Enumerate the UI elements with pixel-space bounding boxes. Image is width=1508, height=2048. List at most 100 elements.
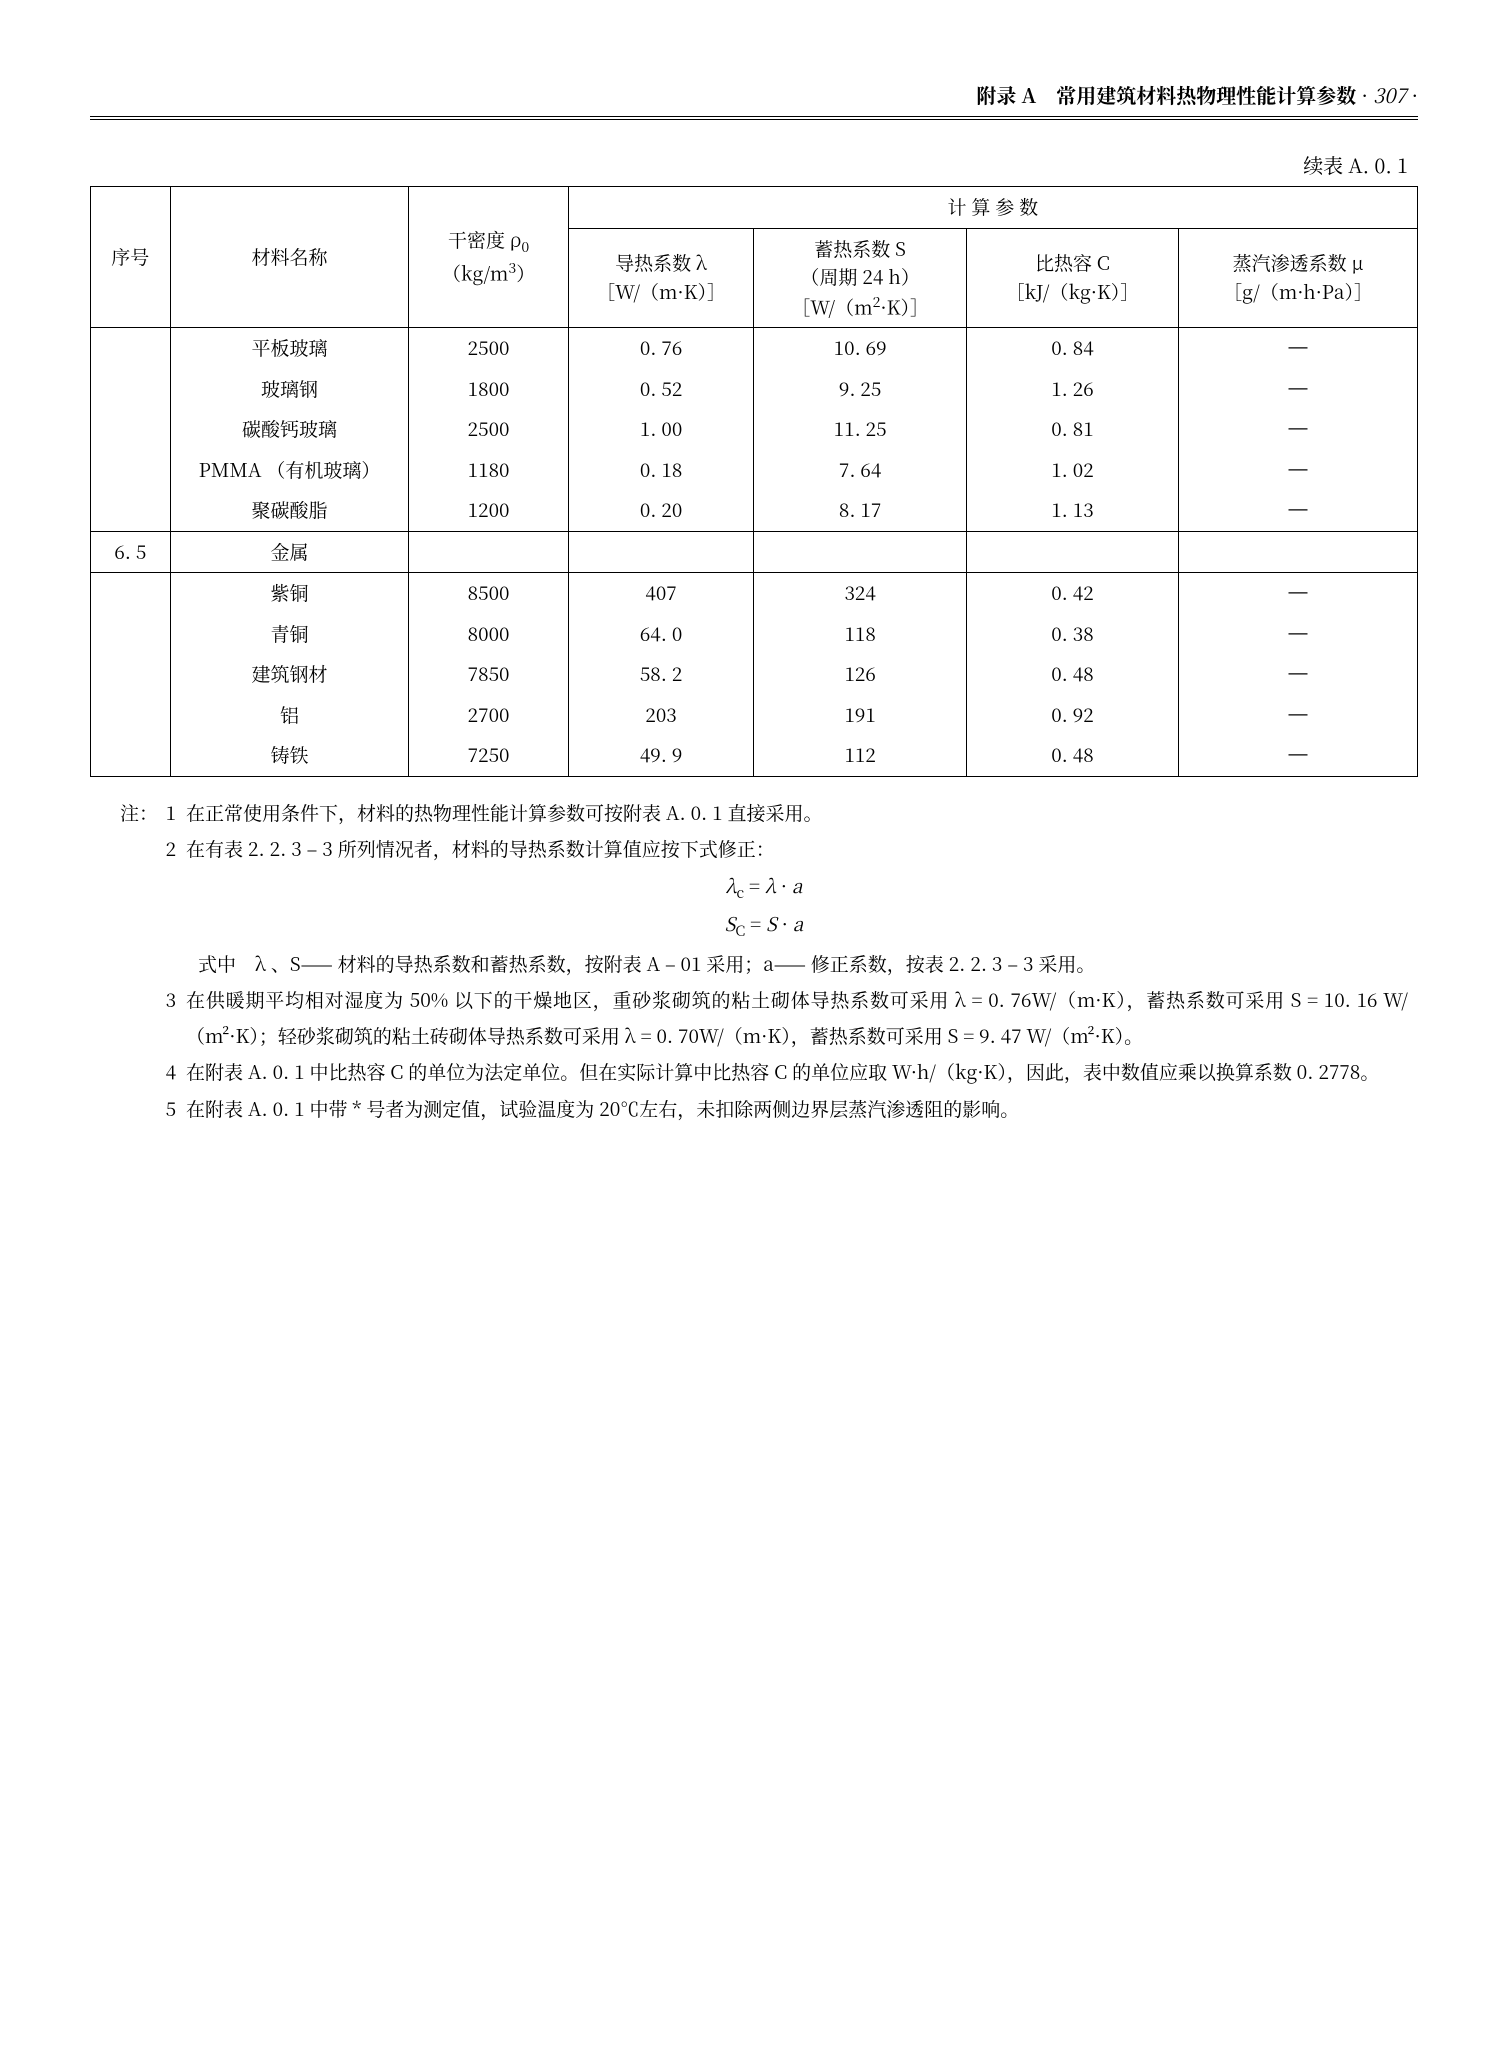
cell-name: 平板玻璃 [170,328,409,369]
table-row: 铸铁725049. 91120. 48— [91,735,1418,776]
cell-seq [91,450,171,491]
cell-lambda: 0. 18 [568,450,754,491]
cell-c: 1. 13 [966,490,1178,531]
cell-lambda: 0. 76 [568,328,754,369]
cell-density: 1200 [409,490,568,531]
cell-mu: — [1179,490,1418,531]
cell-mu: — [1179,695,1418,736]
cell-c: 0. 48 [966,654,1178,695]
cell-c: 0. 42 [966,573,1178,614]
table-row: 青铜800064. 01180. 38— [91,614,1418,655]
cell-lambda: 58. 2 [568,654,754,695]
formula-line: λc = λ · a [120,871,1408,905]
cell-s: 112 [754,735,966,776]
cell-seq [91,735,171,776]
col-s: 蓄热系数 S （周期 24 h） ［W/（m2·K）］ [754,228,966,328]
cell-c: 1. 02 [966,450,1178,491]
cell-s: 126 [754,654,966,695]
col-c: 比热容 C ［kJ/（kg·K）］ [966,228,1178,328]
table-row: 紫铜85004073240. 42— [91,573,1418,614]
table-row: 聚碳酸脂12000. 208. 171. 13— [91,490,1418,531]
cell-name: 碳酸钙玻璃 [170,409,409,450]
cell-c: 0. 48 [966,735,1178,776]
cell-seq [91,573,171,614]
col-mu: 蒸汽渗透系数 μ ［g/（m·h·Pa）］ [1179,228,1418,328]
note-text: 在供暖期平均相对湿度为 50% 以下的干燥地区，重砂浆砌筑的粘土砌体导热系数可采… [186,982,1408,1054]
cell-s: 118 [754,614,966,655]
cell-c: 1. 26 [966,369,1178,410]
cell-mu: — [1179,409,1418,450]
cell-seq [91,695,171,736]
cell-seq [91,490,171,531]
cell-density: 2500 [409,328,568,369]
cell-mu: — [1179,614,1418,655]
cell-c: 0. 81 [966,409,1178,450]
table-row: 铝27002031910. 92— [91,695,1418,736]
cell-s: 11. 25 [754,409,966,450]
cell-lambda: 1. 00 [568,409,754,450]
cell-name: 青铜 [170,614,409,655]
cell-c: 0. 38 [966,614,1178,655]
cell-seq [91,328,171,369]
cell-name: 建筑钢材 [170,654,409,695]
cell-s: 10. 69 [754,328,966,369]
cell-density: 2700 [409,695,568,736]
page-header: 附录 A 常用建筑材料热物理性能计算参数 · 307 · [90,80,1418,120]
appendix-title: 附录 A 常用建筑材料热物理性能计算参数 [976,80,1356,109]
cell-name: 金属 [170,531,409,573]
cell-name: 紫铜 [170,573,409,614]
table-row: 平板玻璃25000. 7610. 690. 84— [91,328,1418,369]
cell-s: 324 [754,573,966,614]
cell-mu: — [1179,573,1418,614]
cell-density: 1180 [409,450,568,491]
dot: · [1361,80,1368,109]
table-row: 碳酸钙玻璃25001. 0011. 250. 81— [91,409,1418,450]
materials-table: 序号 材料名称 干密度 ρ0 （kg/m3） 计 算 参 数 导热系数 λ ［W… [90,186,1418,777]
cell-name: 玻璃钢 [170,369,409,410]
table-row: 玻璃钢18000. 529. 251. 26— [91,369,1418,410]
col-density: 干密度 ρ0 （kg/m3） [409,187,568,328]
cell-mu: — [1179,328,1418,369]
notes-block: 注： 1 在正常使用条件下，材料的热物理性能计算参数可按附表 A. 0. 1 直… [90,795,1418,1127]
cell-name: 铝 [170,695,409,736]
cell-c: 0. 92 [966,695,1178,736]
cell-density: 1800 [409,369,568,410]
cell-density: 7850 [409,654,568,695]
col-seq: 序号 [91,187,171,328]
cell-seq [91,614,171,655]
cell-lambda: 64. 0 [568,614,754,655]
cell-mu: — [1179,450,1418,491]
table-caption: 续表 A. 0. 1 [90,150,1418,180]
cell-seq [91,369,171,410]
cell-name: PMMA （有机玻璃） [170,450,409,491]
cell-name: 聚碳酸脂 [170,490,409,531]
cell-mu: — [1179,369,1418,410]
cell-lambda: 0. 52 [568,369,754,410]
notes-label: 注： [120,795,158,831]
cell-lambda: 407 [568,573,754,614]
table-row: PMMA （有机玻璃）11800. 187. 641. 02— [91,450,1418,491]
cell-seq: 6. 5 [91,531,171,573]
note-text: 在附表 A. 0. 1 中比热容 C 的单位为法定单位。但在实际计算中比热容 C… [186,1054,1408,1090]
cell-mu: — [1179,654,1418,695]
cell-seq [91,409,171,450]
table-body: 平板玻璃25000. 7610. 690. 84—玻璃钢18000. 529. … [91,328,1418,777]
cell-lambda: 0. 20 [568,490,754,531]
note-text: 在附表 A. 0. 1 中带 * 号者为测定值，试验温度为 20℃左右，未扣除两… [186,1091,1408,1127]
note-num: 4 [158,1054,186,1090]
section-row: 6. 5金属 [91,531,1418,573]
cell-density: 8000 [409,614,568,655]
note-text: 在有表 2. 2. 3 – 3 所列情况者，材料的导热系数计算值应按下式修正： [186,831,1408,867]
page-number: 307 [1373,80,1406,109]
cell-density: 2500 [409,409,568,450]
note-num: 2 [158,831,186,867]
note-num: 5 [158,1091,186,1127]
note-num: 3 [158,982,186,1054]
table-row: 建筑钢材785058. 21260. 48— [91,654,1418,695]
cell-s: 8. 17 [754,490,966,531]
cell-seq [91,654,171,695]
formula-line: SC = S · a [120,909,1408,943]
note-num: 1 [158,795,186,831]
cell-density: 7250 [409,735,568,776]
note-text: 在正常使用条件下，材料的热物理性能计算参数可按附表 A. 0. 1 直接采用。 [186,795,1408,831]
